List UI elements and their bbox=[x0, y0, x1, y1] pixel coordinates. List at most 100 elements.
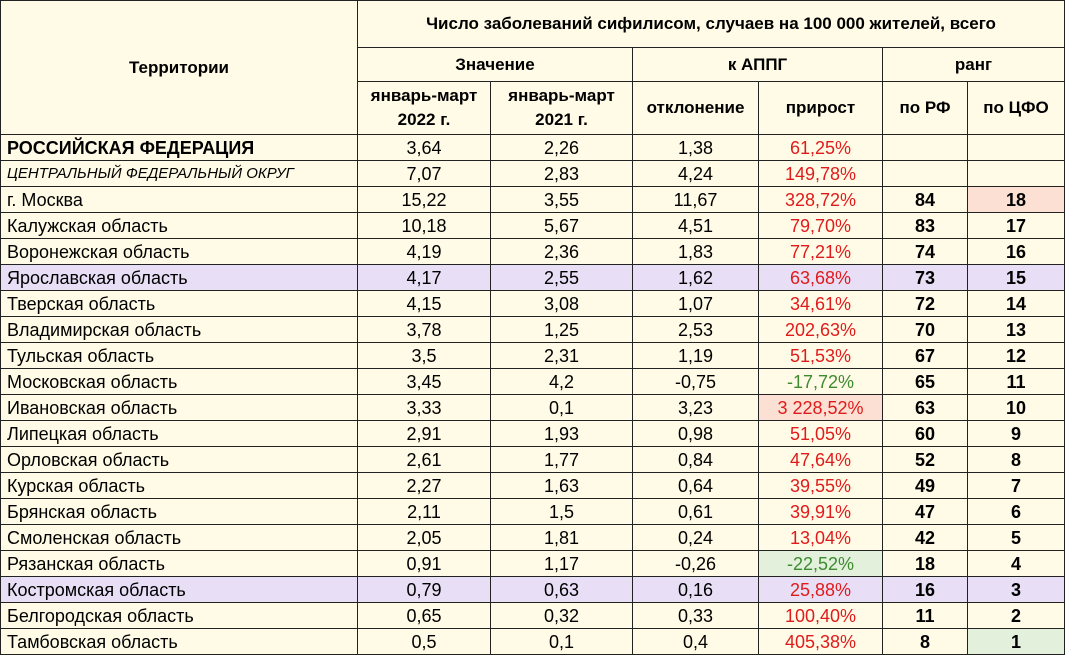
table-cell: 0,33 bbox=[632, 602, 759, 629]
table-cell: 15,22 bbox=[357, 186, 491, 213]
territory-name: Московская область bbox=[0, 368, 358, 395]
territory-name: г. Москва bbox=[0, 186, 358, 213]
table-cell: 4,51 bbox=[632, 212, 759, 239]
table-cell: 0,24 bbox=[632, 524, 759, 551]
table-cell: 2 bbox=[966, 602, 1066, 629]
table-cell: 2,26 bbox=[490, 134, 633, 161]
table-cell: 0,16 bbox=[632, 576, 759, 603]
column-header: прирост bbox=[758, 81, 883, 135]
table-cell: 2,27 bbox=[357, 472, 491, 499]
table-cell: 25,88% bbox=[758, 576, 883, 603]
table-cell: 4,17 bbox=[357, 264, 491, 291]
territory-name: Костромская область bbox=[0, 576, 358, 603]
table-cell: 7 bbox=[966, 472, 1066, 499]
table-cell: 10 bbox=[966, 394, 1066, 421]
table-cell: 0,1 bbox=[490, 394, 633, 421]
table-cell: 3,55 bbox=[490, 186, 633, 213]
table-cell: 0,84 bbox=[632, 446, 759, 473]
territory-name: Смоленская область bbox=[0, 524, 358, 551]
table-cell: 52 bbox=[882, 446, 968, 473]
table-cell: 3,5 bbox=[357, 342, 491, 369]
table-cell: 1,17 bbox=[490, 550, 633, 577]
table-cell: 1,77 bbox=[490, 446, 633, 473]
table-row: РОССИЙСКАЯ ФЕДЕРАЦИЯ 3,64 2,26 1,38 61,25% bbox=[0, 134, 1066, 161]
table-cell: 12 bbox=[966, 342, 1066, 369]
table-cell: 51,05% bbox=[758, 420, 883, 447]
table-cell: 2,11 bbox=[357, 498, 491, 525]
table-cell: 2,36 bbox=[490, 238, 633, 265]
table-cell: 1,19 bbox=[632, 342, 759, 369]
table-cell: 18 bbox=[966, 186, 1066, 213]
table-cell: 47 bbox=[882, 498, 968, 525]
table-cell: 17 bbox=[966, 212, 1066, 239]
territory-name: РОССИЙСКАЯ ФЕДЕРАЦИЯ bbox=[0, 134, 358, 161]
territory-name: Брянская область bbox=[0, 498, 358, 525]
table-cell: 79,70% bbox=[758, 212, 883, 239]
table-cell: 4,15 bbox=[357, 290, 491, 317]
table-cell: 73 bbox=[882, 264, 968, 291]
table-row: Тверская область 4,15 3,08 1,07 34,61% 72 14 bbox=[0, 290, 1066, 317]
table-cell: 42 bbox=[882, 524, 968, 551]
table-cell: 1,38 bbox=[632, 134, 759, 161]
table-cell: 10,18 bbox=[357, 212, 491, 239]
territory-header: Территории bbox=[0, 0, 358, 135]
table-cell bbox=[882, 134, 968, 161]
table-cell: 13 bbox=[966, 316, 1066, 343]
table-cell: 4,2 bbox=[490, 368, 633, 395]
table-cell: 4,19 bbox=[357, 238, 491, 265]
territory-name: Тульская область bbox=[0, 342, 358, 369]
table-cell: -0,75 bbox=[632, 368, 759, 395]
territory-name: Ярославская область bbox=[0, 264, 358, 291]
table-row: Костромская область 0,79 0,63 0,16 25,88% 16 3 bbox=[0, 576, 1066, 603]
table-cell bbox=[882, 160, 968, 187]
table-cell: 61,25% bbox=[758, 134, 883, 161]
table-cell: 6 bbox=[966, 498, 1066, 525]
territory-name: Рязанская область bbox=[0, 550, 358, 577]
table-cell: 5 bbox=[966, 524, 1066, 551]
table-row: Курская область 2,27 1,63 0,64 39,55% 49 7 bbox=[0, 472, 1066, 499]
table-cell: 4 bbox=[966, 550, 1066, 577]
table-cell: 1 bbox=[966, 628, 1066, 655]
table-cell: 1,93 bbox=[490, 420, 633, 447]
table-cell: 72 bbox=[882, 290, 968, 317]
table-cell: 11,67 bbox=[632, 186, 759, 213]
table-cell: 13,04% bbox=[758, 524, 883, 551]
table-cell: 67 bbox=[882, 342, 968, 369]
table-cell: 0,32 bbox=[490, 602, 633, 629]
table-cell: 1,83 bbox=[632, 238, 759, 265]
territory-name: Ивановская область bbox=[0, 394, 358, 421]
table-cell: 70 bbox=[882, 316, 968, 343]
territory-name: Липецкая область bbox=[0, 420, 358, 447]
table-row: Смоленская область 2,05 1,81 0,24 13,04% 42 5 bbox=[0, 524, 1066, 551]
table-row: Ярославская область 4,17 2,55 1,62 63,68% 73 1… bbox=[0, 264, 1066, 291]
table-cell: 11 bbox=[966, 368, 1066, 395]
table-row: Орловская область 2,61 1,77 0,84 47,64% 52 8 bbox=[0, 446, 1066, 473]
table-cell: 49 bbox=[882, 472, 968, 499]
territory-name: Калужская область bbox=[0, 212, 358, 239]
table-cell: 4,24 bbox=[632, 160, 759, 187]
table-cell: 2,83 bbox=[490, 160, 633, 187]
table-cell: 3,45 bbox=[357, 368, 491, 395]
table-row: Калужская область 10,18 5,67 4,51 79,70% 83 17 bbox=[0, 212, 1066, 239]
table-cell: 100,40% bbox=[758, 602, 883, 629]
table-row: Брянская область 2,11 1,5 0,61 39,91% 47 6 bbox=[0, 498, 1066, 525]
table-cell: 8 bbox=[882, 628, 968, 655]
table-cell: 0,79 bbox=[357, 576, 491, 603]
table-row: Белгородская область 0,65 0,32 0,33 100,40% 1… bbox=[0, 602, 1066, 629]
table-cell: 16 bbox=[966, 238, 1066, 265]
table-cell: 84 bbox=[882, 186, 968, 213]
territory-name: Тамбовская область bbox=[0, 628, 358, 655]
table-cell: 2,55 bbox=[490, 264, 633, 291]
table-row: Владимирская область 3,78 1,25 2,53 202,63% 7… bbox=[0, 316, 1066, 343]
column-header: по РФ bbox=[882, 81, 968, 135]
table-row: г. Москва 15,22 3,55 11,67 328,72% 84 18 bbox=[0, 186, 1066, 213]
table-cell: 15 bbox=[966, 264, 1066, 291]
table-row: Московская область 3,45 4,2 -0,75 -17,72% 65 1… bbox=[0, 368, 1066, 395]
table-cell bbox=[966, 134, 1066, 161]
table-cell: 9 bbox=[966, 420, 1066, 447]
table-cell: 2,53 bbox=[632, 316, 759, 343]
group-header: Значение bbox=[357, 47, 633, 82]
table-cell: 1,25 bbox=[490, 316, 633, 343]
table-cell: 18 bbox=[882, 550, 968, 577]
